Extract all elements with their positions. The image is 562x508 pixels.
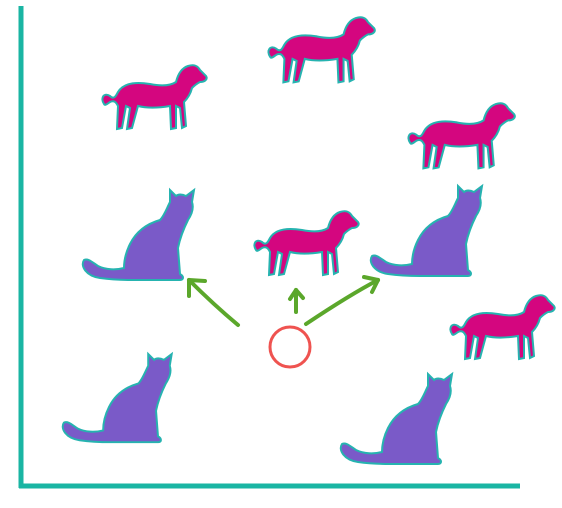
nearest-neighbor-arrow — [288, 288, 305, 314]
cat-silhouette-icon — [81, 189, 195, 281]
dog-silhouette-icon — [267, 16, 376, 84]
cat-group — [61, 185, 483, 465]
cat-silhouette-icon — [61, 353, 173, 444]
cat-silhouette-icon — [369, 185, 483, 277]
dog-silhouette-icon — [449, 294, 556, 360]
cat-silhouette-icon — [339, 373, 453, 465]
axes — [18, 6, 520, 489]
nearest-neighbor-arrow — [304, 275, 380, 326]
dog-silhouette-icon — [101, 64, 208, 130]
query-point-circle — [268, 325, 312, 369]
nearest-neighbor-arrow — [187, 278, 240, 327]
dog-silhouette-icon — [253, 210, 360, 276]
dog-silhouette-icon — [407, 102, 516, 170]
neighbor-arrows — [187, 275, 380, 327]
